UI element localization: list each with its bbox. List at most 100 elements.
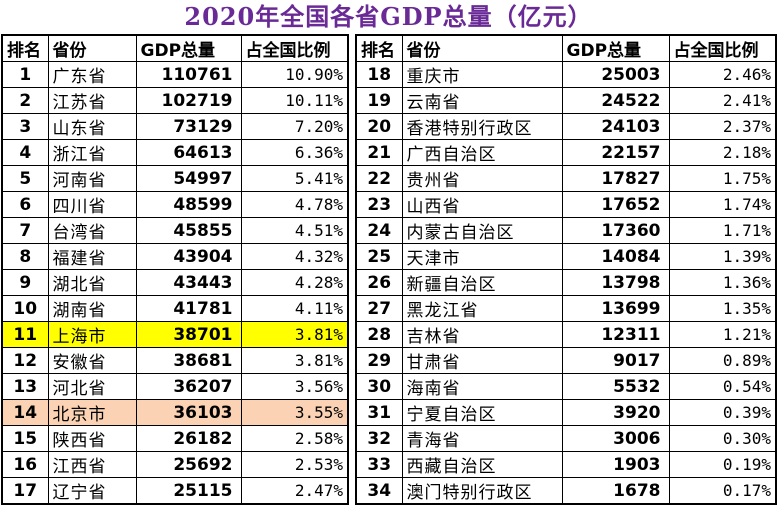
province-cell: 云南省 (401, 87, 563, 114)
gdp-cell: 38681 (135, 347, 242, 374)
share-cell: 0.89% (668, 347, 777, 374)
table-row: 21 广西自治区 22157 2.18% (355, 139, 777, 166)
province-cell: 广东省 (47, 61, 137, 88)
rank-cell: 2 (1, 87, 49, 114)
table-row: 7 台湾省 45855 4.51% (1, 217, 349, 244)
table-row: 28 吉林省 12311 1.21% (355, 321, 777, 348)
share-cell: 1.75% (668, 165, 777, 192)
rank-cell: 29 (355, 347, 403, 374)
gdp-cell: 9017 (561, 347, 670, 374)
table-row: 25 天津市 14084 1.39% (355, 243, 777, 270)
rank-cell: 4 (1, 139, 49, 166)
rank-cell: 15 (1, 425, 49, 452)
gdp-cell: 38701 (135, 321, 242, 348)
share-cell: 1.39% (668, 243, 777, 270)
rank-cell: 1 (1, 61, 49, 88)
share-cell: 2.18% (668, 139, 777, 166)
table-row: 14 北京市 36103 3.55% (1, 399, 349, 426)
rank-cell: 12 (1, 347, 49, 374)
rank-cell: 5 (1, 165, 49, 192)
rank-cell: 24 (355, 217, 403, 244)
gdp-cell: 5532 (561, 373, 670, 400)
column-header-rank: 排名 (355, 34, 403, 62)
table-row: 31 宁夏自治区 3920 0.39% (355, 399, 777, 426)
gdp-cell: 3006 (561, 425, 670, 452)
table-row: 8 福建省 43904 4.32% (1, 243, 349, 270)
gdp-cell: 22157 (561, 139, 670, 166)
column-header-share: 占全国比例 (240, 34, 349, 62)
province-cell: 河北省 (47, 373, 137, 400)
province-cell: 重庆市 (401, 61, 563, 88)
gdp-cell: 36207 (135, 373, 242, 400)
province-cell: 贵州省 (401, 165, 563, 192)
rank-cell: 11 (1, 321, 49, 348)
rank-cell: 7 (1, 217, 49, 244)
gdp-cell: 64613 (135, 139, 242, 166)
province-cell: 新疆自治区 (401, 269, 563, 296)
province-cell: 辽宁省 (47, 477, 137, 505)
share-cell: 2.37% (668, 113, 777, 140)
table-row: 13 河北省 36207 3.56% (1, 373, 349, 400)
province-cell: 四川省 (47, 191, 137, 218)
province-cell: 湖北省 (47, 269, 137, 296)
table-row: 20 香港特别行政区 24103 2.37% (355, 113, 777, 140)
column-header-share: 占全国比例 (668, 34, 777, 62)
province-cell: 江西省 (47, 451, 137, 478)
share-cell: 2.58% (240, 425, 349, 452)
table-row: 23 山西省 17652 1.74% (355, 191, 777, 218)
rank-cell: 16 (1, 451, 49, 478)
gdp-cell: 17360 (561, 217, 670, 244)
gdp-cell: 48599 (135, 191, 242, 218)
column-header-province: 省份 (47, 34, 137, 62)
rank-cell: 8 (1, 243, 49, 270)
share-cell: 4.28% (240, 269, 349, 296)
table-row: 1 广东省 110761 10.90% (1, 61, 349, 88)
gdp-cell: 24103 (561, 113, 670, 140)
province-cell: 广西自治区 (401, 139, 563, 166)
table-row: 5 河南省 54997 5.41% (1, 165, 349, 192)
gdp-cell: 43443 (135, 269, 242, 296)
province-cell: 湖南省 (47, 295, 137, 322)
table-header-row: 排名 省份 GDP总量 占全国比例 (1, 34, 349, 62)
share-cell: 1.74% (668, 191, 777, 218)
table-row: 33 西藏自治区 1903 0.19% (355, 451, 777, 478)
rank-cell: 23 (355, 191, 403, 218)
share-cell: 2.46% (668, 61, 777, 88)
province-cell: 安徽省 (47, 347, 137, 374)
share-cell: 4.78% (240, 191, 349, 218)
province-cell: 西藏自治区 (401, 451, 563, 478)
gdp-cell: 13699 (561, 295, 670, 322)
share-cell: 5.41% (240, 165, 349, 192)
table-row: 19 云南省 24522 2.41% (355, 87, 777, 114)
province-cell: 内蒙古自治区 (401, 217, 563, 244)
share-cell: 4.11% (240, 295, 349, 322)
rank-cell: 19 (355, 87, 403, 114)
table-row: 22 贵州省 17827 1.75% (355, 165, 777, 192)
province-cell: 黑龙江省 (401, 295, 563, 322)
table-row: 12 安徽省 38681 3.81% (1, 347, 349, 374)
gdp-cell: 1678 (561, 477, 670, 505)
gdp-cell: 54997 (135, 165, 242, 192)
gdp-cell: 24522 (561, 87, 670, 114)
province-cell: 浙江省 (47, 139, 137, 166)
gdp-cell: 102719 (135, 87, 242, 114)
table-row: 27 黑龙江省 13699 1.35% (355, 295, 777, 322)
table-row: 34 澳门特别行政区 1678 0.17% (355, 477, 777, 505)
gdp-cell: 3920 (561, 399, 670, 426)
table-row: 10 湖南省 41781 4.11% (1, 295, 349, 322)
rank-cell: 32 (355, 425, 403, 452)
column-header-province: 省份 (401, 34, 563, 62)
rank-cell: 10 (1, 295, 49, 322)
share-cell: 6.36% (240, 139, 349, 166)
rank-cell: 22 (355, 165, 403, 192)
table-row: 18 重庆市 25003 2.46% (355, 61, 777, 88)
province-cell: 天津市 (401, 243, 563, 270)
rank-cell: 30 (355, 373, 403, 400)
province-cell: 青海省 (401, 425, 563, 452)
share-cell: 4.32% (240, 243, 349, 270)
share-cell: 10.11% (240, 87, 349, 114)
province-cell: 澳门特别行政区 (401, 477, 563, 505)
gdp-cell: 1903 (561, 451, 670, 478)
rank-cell: 14 (1, 399, 49, 426)
gdp-table-left: 排名 省份 GDP总量 占全国比例 1 广东省 110761 10.90% 2 江苏省 10… (1, 34, 349, 505)
